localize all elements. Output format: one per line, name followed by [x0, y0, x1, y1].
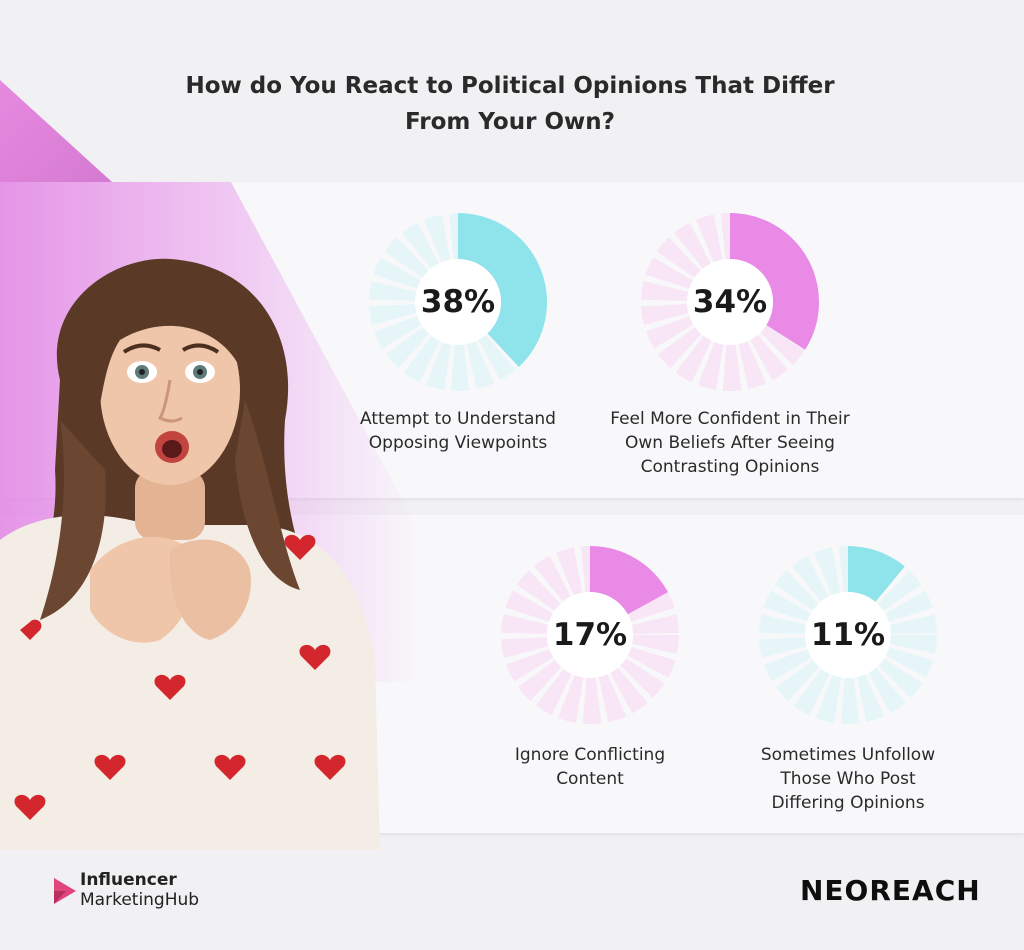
title-line-2: From Your Own?	[405, 109, 615, 135]
caption-line: Differing Opinions	[771, 793, 925, 813]
imh-logo-icon	[54, 878, 76, 904]
donut-1-center	[415, 259, 501, 345]
donut-chart-2: 34%	[630, 202, 830, 402]
caption-line: Sometimes Unfollow	[760, 745, 936, 765]
donut-2-percent-label: 34%	[692, 284, 768, 320]
chart-title: How do You React to Political Opinions T…	[150, 68, 870, 140]
donut-2-svg	[641, 213, 819, 391]
donut-1-svg	[369, 213, 547, 391]
donut-4-value-arc	[759, 546, 937, 724]
donut-4-svg	[759, 546, 937, 724]
caption-line: Attempt to Understand	[360, 409, 556, 429]
donut-3-value-arc	[501, 546, 679, 724]
influencer-marketing-hub-logo: Influencer MarketingHub	[52, 868, 242, 918]
donut-chart-1: 38%	[358, 202, 558, 402]
donut-1-value-arc	[369, 213, 547, 391]
caption-line: Own Beliefs After Seeing	[625, 433, 835, 453]
donut-4-caption: Sometimes Unfollow Those Who Post Differ…	[698, 743, 998, 815]
donut-4-percent-label: 11%	[810, 617, 886, 653]
donut-2-value-arc	[641, 213, 819, 391]
donut-4-center	[805, 592, 891, 678]
donut-1-percent-label: 38%	[420, 284, 496, 320]
pink-triangle-decoration	[0, 80, 112, 182]
donut-chart-3: 17%	[490, 535, 690, 735]
donut-2-caption: Feel More Confident in Their Own Beliefs…	[580, 407, 880, 479]
neoreach-logo: NEOREACH	[800, 874, 981, 907]
donut-3-caption: Ignore Conflicting Content	[440, 743, 740, 791]
caption-line: Those Who Post	[780, 769, 916, 789]
donut-2-center	[687, 259, 773, 345]
caption-line: Contrasting Opinions	[640, 457, 820, 477]
donut-3-percent-label: 17%	[552, 617, 628, 653]
surprised-woman-photo	[0, 258, 380, 850]
donut-3-svg	[501, 546, 679, 724]
caption-line: Content	[556, 769, 624, 789]
caption-line: Feel More Confident in Their	[610, 409, 850, 429]
title-line-1: How do You React to Political Opinions T…	[185, 73, 835, 99]
donut-1-caption: Attempt to Understand Opposing Viewpoint…	[308, 407, 608, 455]
imh-logo-text-2: MarketingHub	[80, 890, 200, 910]
donut-chart-4: 11%	[748, 535, 948, 735]
donut-3-center	[547, 592, 633, 678]
caption-line: Ignore Conflicting	[514, 745, 666, 765]
caption-line: Opposing Viewpoints	[368, 433, 548, 453]
imh-logo-text-1: Influencer	[80, 870, 177, 890]
